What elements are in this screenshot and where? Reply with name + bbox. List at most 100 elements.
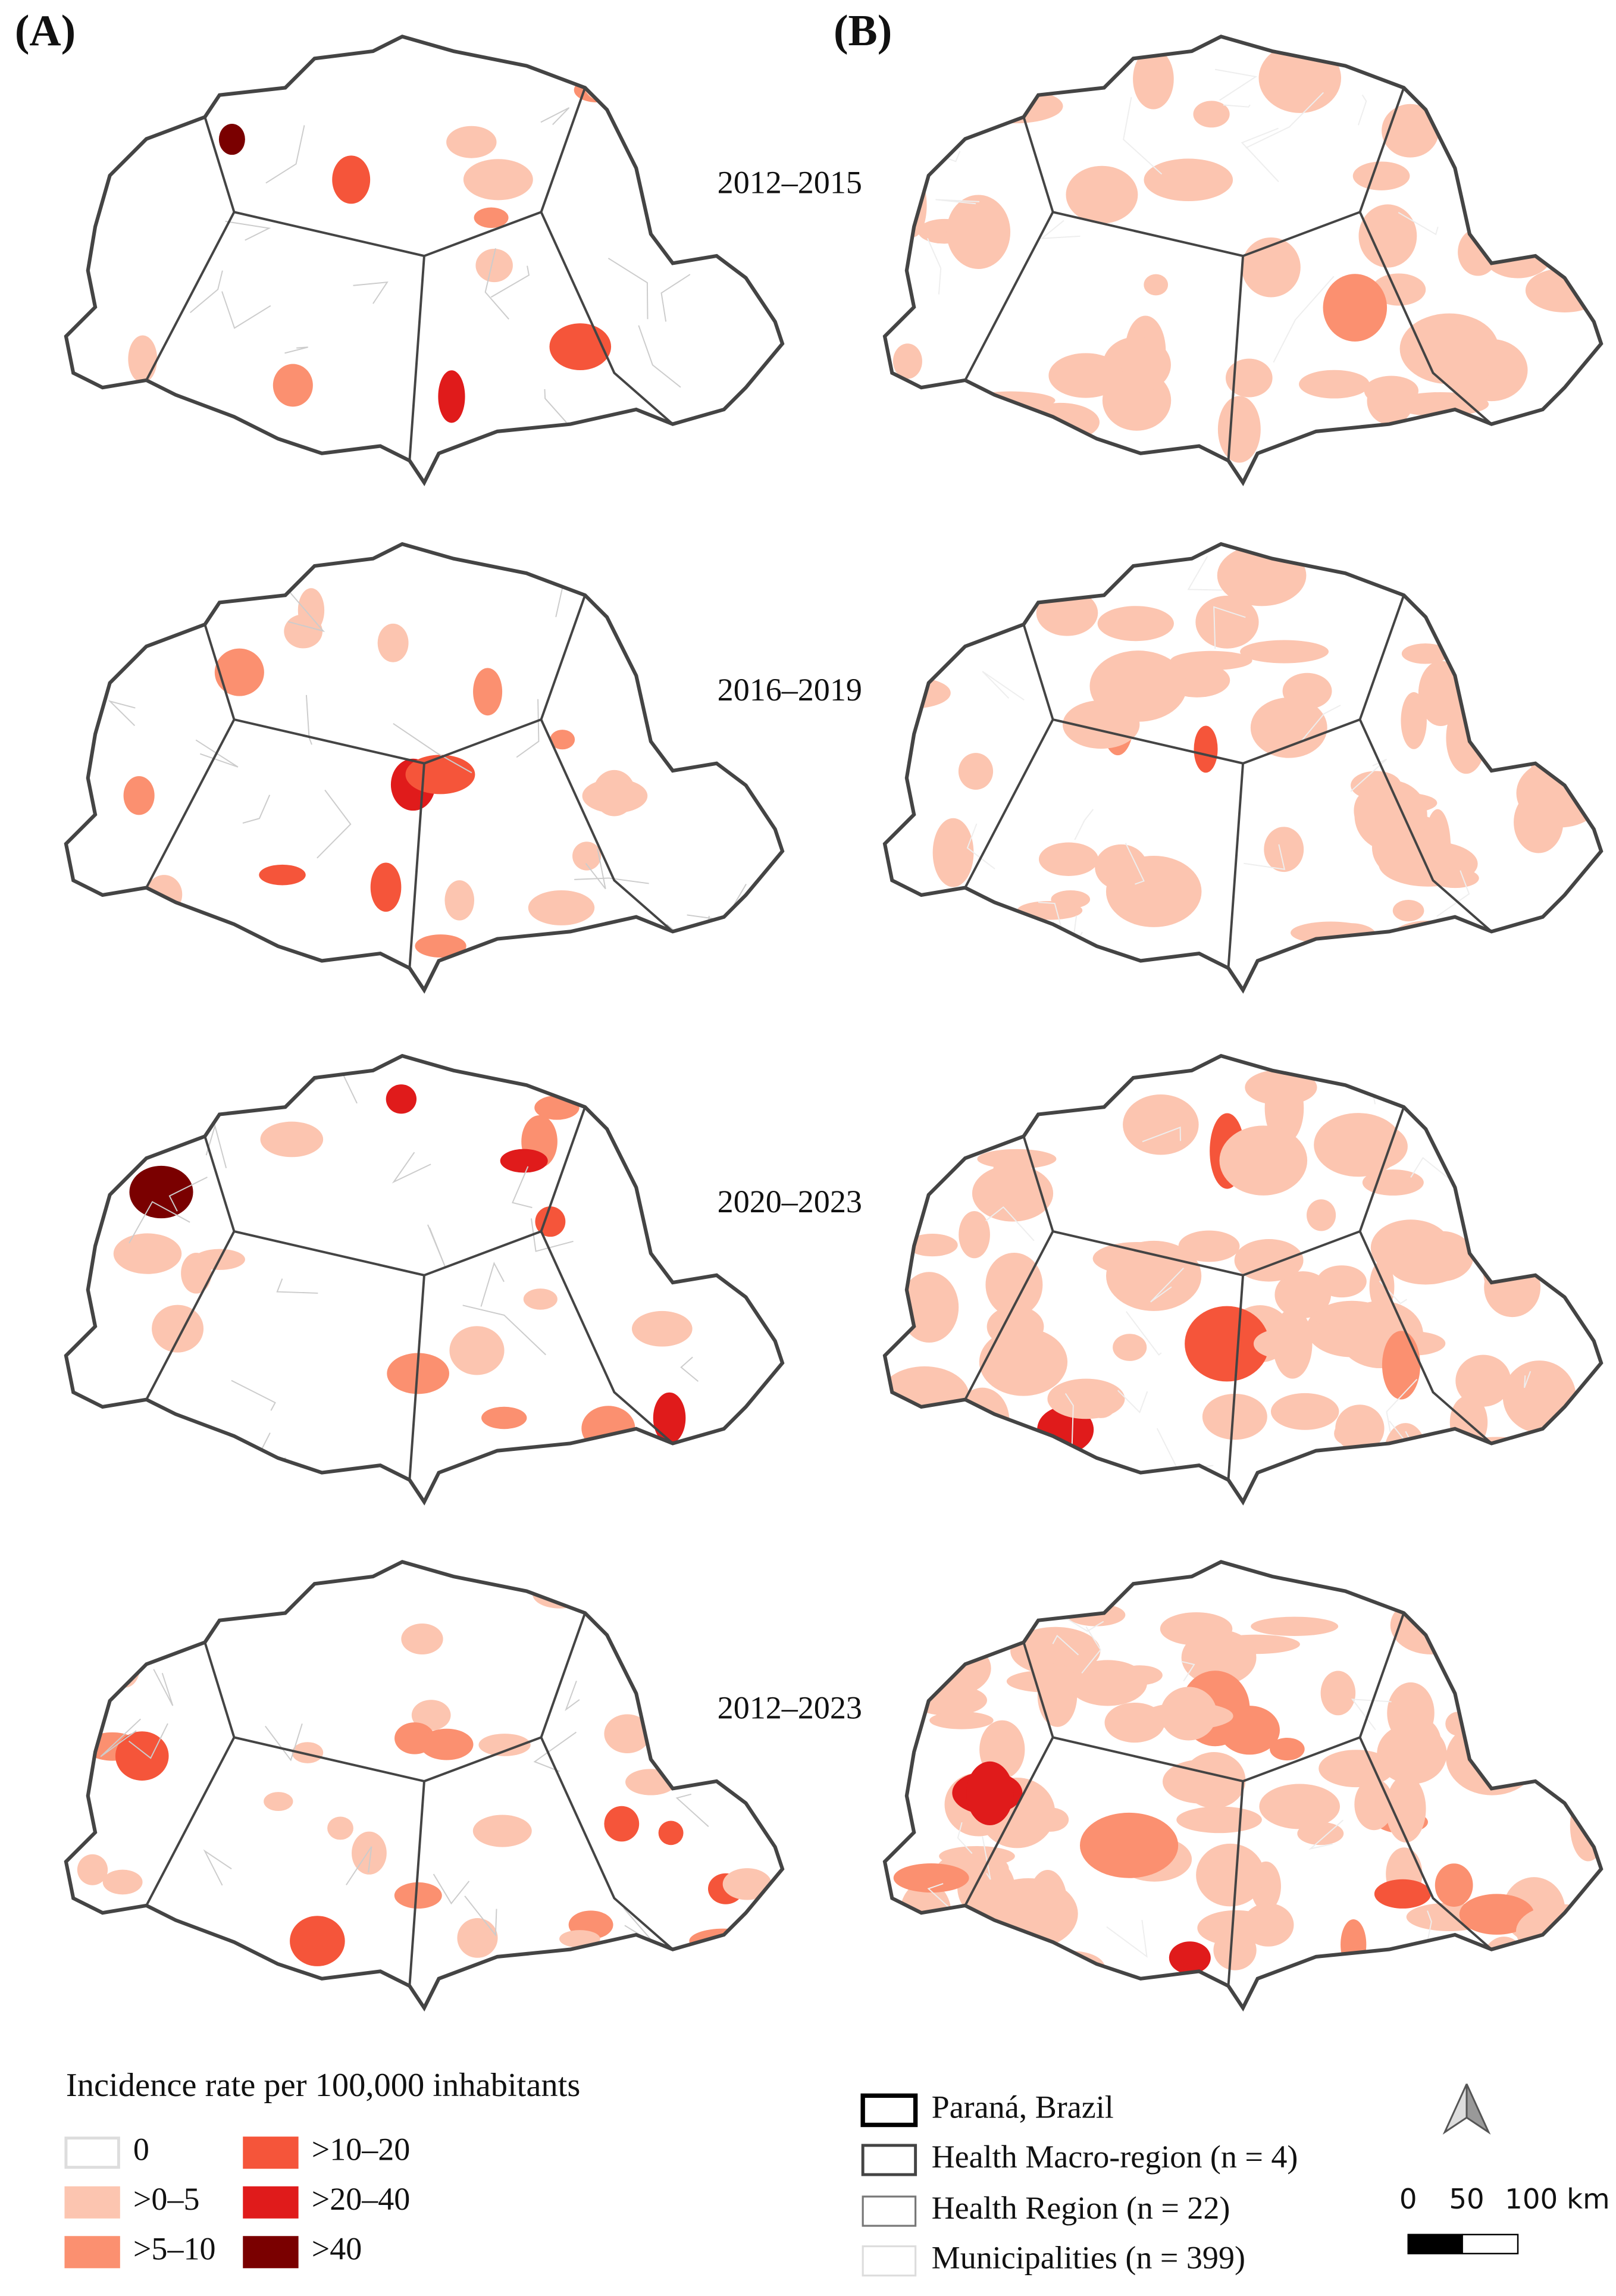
municipality-area [123, 776, 155, 815]
macro-line [964, 1612, 1493, 1987]
municipality-area [290, 1916, 345, 1966]
municipality-area [292, 1742, 324, 1763]
municipality-area [1392, 392, 1489, 417]
municipality-area [1032, 1807, 1069, 1832]
municipality-area [1250, 697, 1327, 758]
municipality-area [419, 1728, 474, 1760]
municipality-area [1225, 358, 1273, 398]
region-line [585, 848, 606, 890]
municipality-area [1502, 1360, 1576, 1433]
legend-label: >10–20 [312, 2132, 411, 2167]
municipality-area [1377, 1723, 1447, 1784]
municipality-area [1362, 1169, 1424, 1196]
region-line [317, 789, 352, 859]
region-line [929, 1913, 986, 1949]
region-line [1436, 870, 1470, 917]
municipality-area [604, 1806, 640, 1842]
region-line [284, 346, 308, 354]
boundary-label: Health Region (n = 22) [932, 2190, 1230, 2226]
municipality-area [1010, 1626, 1101, 1675]
municipality-area [1358, 204, 1417, 268]
municipality-area [910, 1685, 987, 1716]
region-line [1563, 1744, 1593, 1778]
municipality-area [1459, 1894, 1534, 1935]
period-label: 2016–2019 [718, 672, 862, 708]
municipality-area [946, 195, 1011, 269]
municipality-area [102, 1869, 143, 1895]
municipality-area [1438, 1621, 1495, 1675]
municipality-area [1401, 692, 1427, 749]
municipality-area [1541, 1153, 1602, 1188]
boundary-label: Municipalities (n = 399) [932, 2239, 1245, 2275]
municipality-area [1197, 1910, 1275, 1946]
municipality-area [327, 1816, 353, 1840]
map [66, 36, 782, 482]
municipality-area [463, 159, 533, 201]
municipality-area [1006, 1670, 1088, 1693]
maps: (A) 2012–2015 2016–2019 2020–2023 2012–2023 (… [15, 6, 1616, 2008]
municipality-area [979, 1328, 1068, 1396]
municipality-area [1446, 702, 1486, 774]
municipality-area [1320, 1671, 1356, 1716]
region-line [490, 265, 530, 298]
region-line [512, 1166, 533, 1209]
municipality-area [643, 1591, 707, 1623]
municipality-area [1274, 1271, 1332, 1318]
municipality-area [1038, 1951, 1105, 1984]
municipality-area [985, 1252, 1043, 1317]
municipality-area [500, 1149, 548, 1173]
region-line [205, 1124, 227, 1168]
panel-label: (B) [834, 6, 892, 55]
region-line [276, 1278, 318, 1294]
swatch-municipality [862, 2245, 917, 2277]
region-line [675, 1793, 709, 1827]
municipality-area [1117, 1665, 1163, 1685]
municipality-area [1404, 413, 1464, 473]
municipality-area [1010, 1438, 1055, 1485]
municipality-area [1162, 1759, 1241, 1804]
municipality-area [1392, 900, 1424, 922]
municipality-area [628, 1130, 695, 1182]
municipality-area [1193, 101, 1230, 128]
region-line [660, 274, 691, 322]
municipality-area [1160, 1687, 1217, 1741]
region-line [1358, 94, 1367, 126]
municipality-area [885, 677, 951, 709]
municipality-area [1245, 1069, 1317, 1106]
region-line [484, 248, 509, 320]
region-lines [926, 68, 1582, 461]
municipality-area [1458, 228, 1498, 276]
municipality-area [1178, 1230, 1240, 1262]
municipality-area [1552, 1434, 1586, 1475]
municipality-area [474, 207, 509, 229]
municipality-area [370, 862, 402, 912]
region-line [1081, 1626, 1101, 1674]
municipality-area [1270, 1393, 1339, 1430]
region-line [1213, 606, 1246, 649]
municipality-area [264, 1792, 293, 1812]
boundary-legend: Paraná, Brazil Health Macro-region (n = … [860, 2089, 1298, 2277]
municipality-area [1264, 827, 1304, 872]
municipality-area [959, 1210, 990, 1259]
region-line [346, 1846, 372, 1885]
municipality-area [386, 1084, 417, 1114]
region-line [231, 1380, 276, 1411]
municipality-area [887, 1403, 947, 1459]
macro-line [145, 1106, 674, 1480]
municipality-area [1066, 165, 1138, 224]
legend-label: >40 [312, 2231, 362, 2267]
municipality-area [1382, 1331, 1421, 1400]
municipality-area [528, 890, 595, 925]
municipality-area [75, 70, 142, 117]
region-line [462, 1305, 546, 1356]
municipality-area [1317, 1265, 1367, 1298]
municipality-area [899, 1404, 931, 1465]
map [66, 1562, 782, 2007]
region-line [1350, 758, 1388, 792]
legend-swatch [243, 2186, 299, 2219]
region-line [957, 1822, 973, 1854]
municipality-area [444, 880, 475, 921]
region-line [544, 389, 567, 423]
municipality-area [1176, 1806, 1262, 1834]
